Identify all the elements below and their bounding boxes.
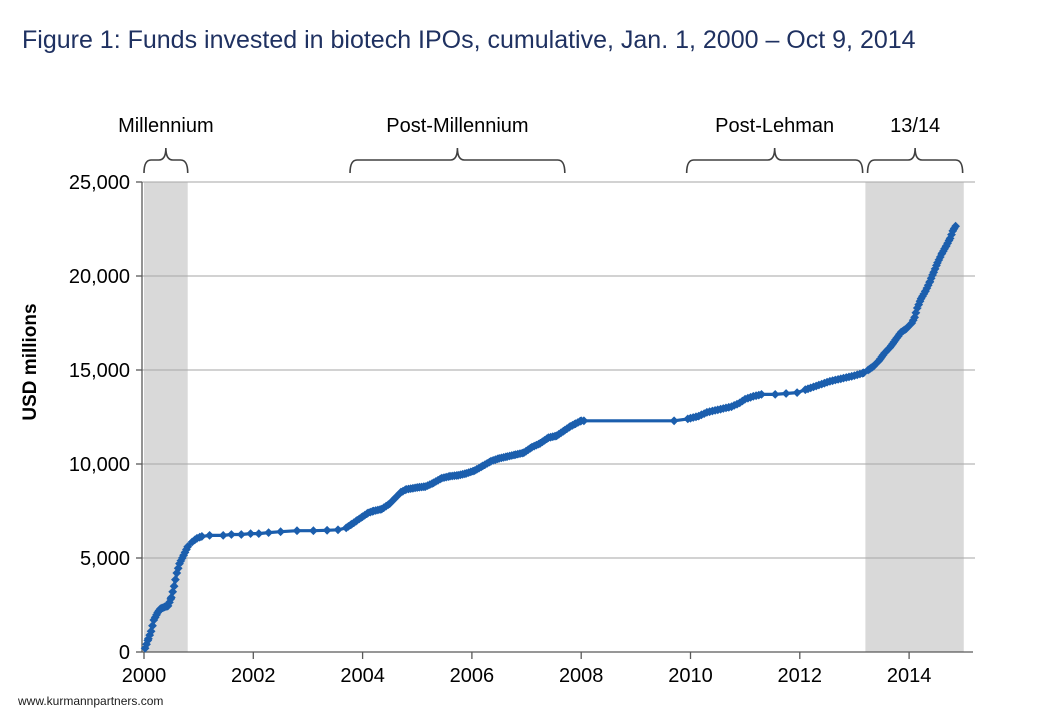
y-tick-label: 25,000	[69, 172, 130, 194]
period-brace	[866, 147, 964, 174]
x-tick-label: 2012	[778, 665, 823, 687]
period-brace	[685, 147, 864, 174]
x-tick-label: 2002	[231, 665, 276, 687]
shaded-period-band	[865, 182, 964, 652]
period-label: Post-Millennium	[386, 115, 528, 137]
source-url: www.kurmannpartners.com	[18, 694, 164, 708]
period-brace	[143, 147, 189, 174]
y-tick-label: 20,000	[69, 266, 130, 288]
series-markers	[140, 221, 960, 653]
shaded-period-band	[144, 182, 188, 652]
y-tick-label: 10,000	[69, 454, 130, 476]
y-tick-label: 15,000	[69, 360, 130, 382]
x-tick-label: 2008	[559, 665, 604, 687]
x-tick-label: 2014	[887, 665, 932, 687]
x-tick-label: 2010	[668, 665, 713, 687]
figure-title: Figure 1: Funds invested in biotech IPOs…	[22, 26, 916, 54]
y-axis-title: USD millions	[20, 303, 41, 420]
period-label: 13/14	[890, 115, 940, 137]
y-tick-label: 0	[119, 642, 130, 664]
period-brace	[349, 147, 566, 174]
x-tick-label: 2006	[450, 665, 495, 687]
x-tick-label: 2004	[340, 665, 385, 687]
period-label: Millennium	[118, 115, 214, 137]
period-label: Post-Lehman	[715, 115, 834, 137]
x-tick-label: 2000	[122, 665, 167, 687]
y-tick-label: 5,000	[80, 548, 130, 570]
